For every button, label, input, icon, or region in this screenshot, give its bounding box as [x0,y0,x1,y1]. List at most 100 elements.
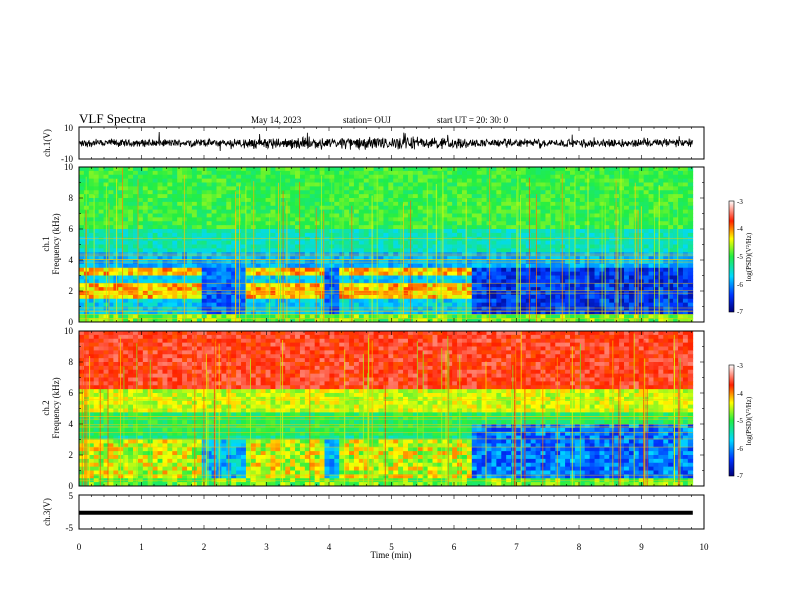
spectrogram-cell [604,186,610,191]
spectrogram-cell [177,298,183,304]
spectrogram-cell [373,170,379,176]
spectrogram-cell [457,310,463,315]
spectrogram-cell [609,217,615,222]
spectrogram-cell [142,198,149,203]
spectrogram-cell [648,302,654,307]
spectrogram-cell [628,198,635,203]
spectrogram-cell [309,221,316,226]
spectrogram-cell [560,310,566,315]
spectrogram-cell [609,283,615,288]
spectrogram-cell [653,182,659,187]
spectrogram-cell [633,232,640,238]
spectrogram-cell [432,190,438,195]
spectrogram-cell [633,186,640,191]
spectrogram-cell [609,302,615,307]
spectrogram-cell [368,170,374,176]
spectrogram-cell [535,279,541,284]
spectrogram-cell [447,217,453,222]
spectrogram-cell [388,318,394,323]
spectrogram-cell [177,209,183,214]
spectrogram-cell [295,178,301,183]
spectrogram-cell [172,302,178,307]
spectrogram-cell [506,209,512,214]
spectrogram-cell [334,190,340,195]
spectrogram-cell [123,198,129,203]
spectrogram-cell [398,167,404,172]
spectrogram-cell [299,190,306,195]
spectrogram-cell [187,256,193,261]
spectrogram-cell [658,318,664,323]
spectrogram-cell [157,263,163,269]
spectrogram-cell [187,201,193,207]
spectrogram-cell [123,194,129,199]
spectrogram-cell [506,182,512,187]
spectrogram-cell [457,217,463,222]
spectrogram-cell [353,232,360,238]
spectrogram-cell [167,221,173,226]
spectrogram-cell [496,232,502,238]
spectrogram-cell [79,275,85,280]
spectrogram-cell [584,194,591,199]
spectrogram-cell [565,186,571,191]
spectrogram-cell [211,182,217,187]
spectrogram-cell [658,302,664,307]
spectrogram-cell [633,279,640,284]
spectrogram-cell [137,213,144,218]
spectrogram-cell [560,217,566,222]
spectrogram-cell [118,209,124,214]
spectrogram-cell [417,271,424,276]
spectrogram-cell [236,256,242,261]
spectrogram-cell [314,310,320,315]
spectrogram-cell [648,221,654,226]
spectrogram-cell [309,279,316,284]
spectrogram-cell [545,186,551,191]
spectrogram-cell [324,263,330,269]
spectrogram-cell [98,182,104,187]
spectrogram-cell [648,310,654,315]
spectrogram-cell [668,205,674,211]
spectrogram-cell [604,279,610,284]
spectrogram-cell [668,267,674,273]
spectrogram-cell [579,294,586,300]
spectrogram-cell [142,263,149,269]
spectrogram-cell [378,263,384,269]
spectrogram-cell [604,178,610,183]
spectrogram-cell [137,190,144,195]
spectrogram-cell [241,167,247,172]
spectrogram-cell [447,209,453,214]
spectrogram-cell [245,170,252,176]
spectrogram-cell [152,294,158,300]
spectrogram-cell [98,248,104,253]
spectrogram-cell [290,294,296,300]
spectrogram-cell [324,182,330,187]
spectrogram-cell [319,318,325,323]
spectrogram-cell [653,198,659,203]
spectrogram-cell [270,318,276,323]
spectrogram-cell [314,298,320,304]
spectrogram-cell [147,306,154,311]
spectrogram-cell [142,221,149,226]
spectrogram-cell [555,294,561,300]
spectrogram-cell [520,170,527,176]
spectrogram-cell [496,194,502,199]
spectrogram-cell [373,306,379,311]
spectrogram-cell [196,310,203,315]
spectrogram-cell [191,298,198,304]
spectrogram-cell [309,201,316,207]
spectrogram-cell [555,279,561,284]
spectrogram-cell [476,217,483,222]
spectrogram-cell [295,213,301,218]
spectrogram-cell [442,267,448,273]
spectrogram-cell [128,170,134,176]
spectrogram-cell [604,263,610,269]
spectrogram-cell [545,267,551,273]
spectrogram-cell [648,314,654,319]
spectrogram-cell [682,201,689,207]
spectrogram-cell [216,283,222,288]
spectrogram-cell [79,221,85,226]
spectrogram-cell [643,279,649,284]
spectrogram-cell [643,201,649,207]
spectrogram-cell [187,240,193,245]
spectrogram-cell [265,318,271,323]
spectrogram-cell [619,194,625,199]
